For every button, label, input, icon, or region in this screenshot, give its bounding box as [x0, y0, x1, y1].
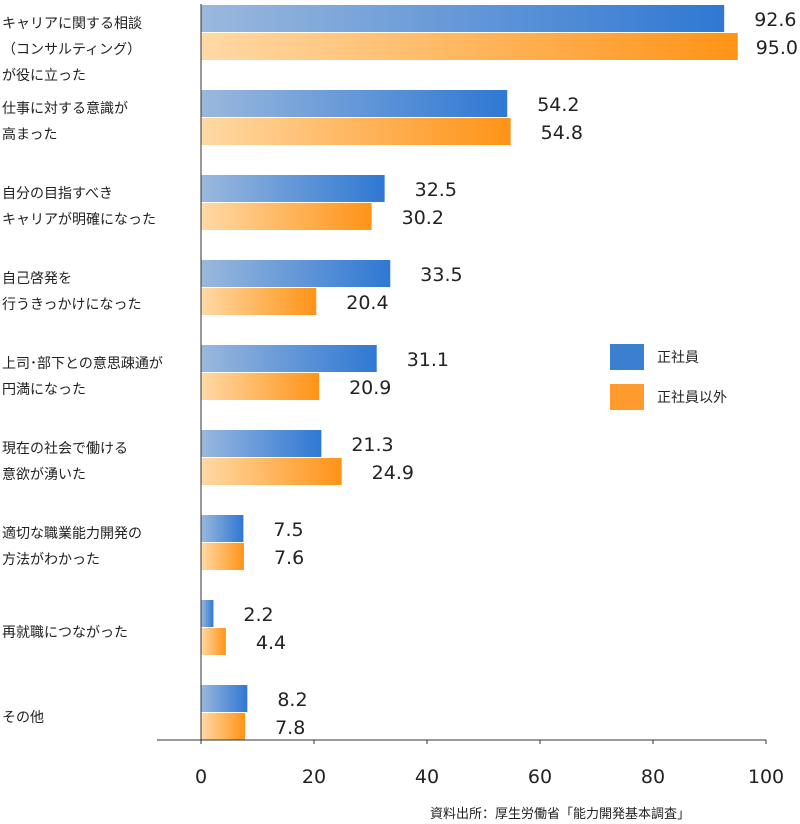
legend-label-series2: 正社員以外 — [657, 390, 727, 406]
value-label: 7.6 — [274, 547, 304, 569]
legend-swatch-series2 — [610, 384, 644, 410]
value-label: 20.4 — [346, 292, 388, 314]
category-label: 行うきっかけになった — [2, 297, 141, 313]
category-label: 適切な職業能力開発の — [2, 525, 142, 542]
bar-series2 — [201, 288, 317, 315]
category-label: キャリアに関する相談 — [2, 16, 142, 32]
value-label: 31.1 — [407, 349, 449, 371]
value-label: 21.3 — [351, 434, 393, 456]
bar-series2 — [201, 33, 738, 60]
category-label: キャリアが明確になった — [2, 212, 156, 228]
value-label: 20.9 — [349, 377, 391, 399]
category-label: （コンサルティング） — [2, 42, 141, 58]
bar-series2 — [201, 543, 244, 570]
category-label: 再就職につながった — [2, 625, 128, 641]
value-label: 54.8 — [541, 122, 583, 144]
bar-series1 — [201, 345, 377, 372]
category-label: 意欲が湧いた — [2, 466, 86, 483]
legend: 正社員 正社員以外 — [610, 344, 727, 410]
value-label: 54.2 — [537, 94, 579, 116]
value-label: 95.0 — [756, 37, 798, 59]
value-label: 7.5 — [273, 519, 303, 541]
bar-series2 — [201, 713, 246, 740]
value-label: 30.2 — [402, 207, 444, 229]
axes: 0 20 40 60 80 100 — [157, 4, 784, 788]
bar-series2 — [201, 118, 511, 145]
value-label: 2.2 — [243, 604, 273, 626]
bar-series2 — [201, 628, 226, 655]
value-label: 8.2 — [277, 689, 307, 711]
bar-series1 — [201, 90, 508, 117]
legend-swatch-series1 — [610, 344, 644, 370]
bars — [201, 5, 738, 740]
x-tick-label: 80 — [641, 766, 665, 788]
bar-series2 — [201, 203, 372, 230]
source-note: 資料出所：厚生労働省「能力開発基本調査」 — [430, 807, 690, 822]
bar-series1 — [201, 685, 248, 712]
legend-label-series1: 正社員 — [657, 350, 699, 366]
category-label: 自分の目指すべき — [2, 186, 113, 202]
value-label: 4.4 — [256, 632, 286, 654]
category-label: 方法がわかった — [2, 552, 100, 568]
category-label: 自己啓発を — [2, 271, 72, 287]
value-labels: 92.6 95.0 54.2 54.8 32.5 30.2 33.5 20.4 31.1 20.9… — [243, 9, 798, 739]
category-labels: キャリアに関する相談 （コンサルティング） が役に立った仕事に対する意識が高まった自… — [2, 16, 163, 726]
bar-series1 — [201, 430, 322, 457]
category-label: 現在の社会で働ける — [2, 441, 128, 457]
bar-series2 — [201, 373, 320, 400]
category-label: 上司･部下との意思疎通が — [2, 355, 163, 372]
x-tick-label: 40 — [415, 766, 439, 788]
category-label: 仕事に対する意識が — [2, 100, 128, 117]
x-tick-label: 60 — [528, 766, 552, 788]
value-label: 33.5 — [420, 264, 462, 286]
x-tick-label: 100 — [748, 766, 784, 788]
value-label: 7.8 — [275, 717, 305, 739]
bar-series1 — [201, 260, 391, 287]
bar-series1 — [201, 600, 214, 627]
x-tick-label: 0 — [195, 766, 207, 788]
bar-series1 — [201, 515, 244, 542]
value-label: 32.5 — [415, 179, 457, 201]
value-label: 24.9 — [372, 462, 414, 484]
bar-series1 — [201, 175, 385, 202]
category-label: 高まった — [2, 126, 57, 143]
category-label: 円満になった — [2, 382, 86, 398]
category-label: その他 — [2, 710, 44, 726]
x-tick-label: 20 — [302, 766, 326, 788]
category-label: が役に立った — [2, 68, 86, 84]
bar-series1 — [201, 5, 725, 32]
bar-series2 — [201, 458, 342, 485]
value-label: 92.6 — [754, 9, 796, 31]
